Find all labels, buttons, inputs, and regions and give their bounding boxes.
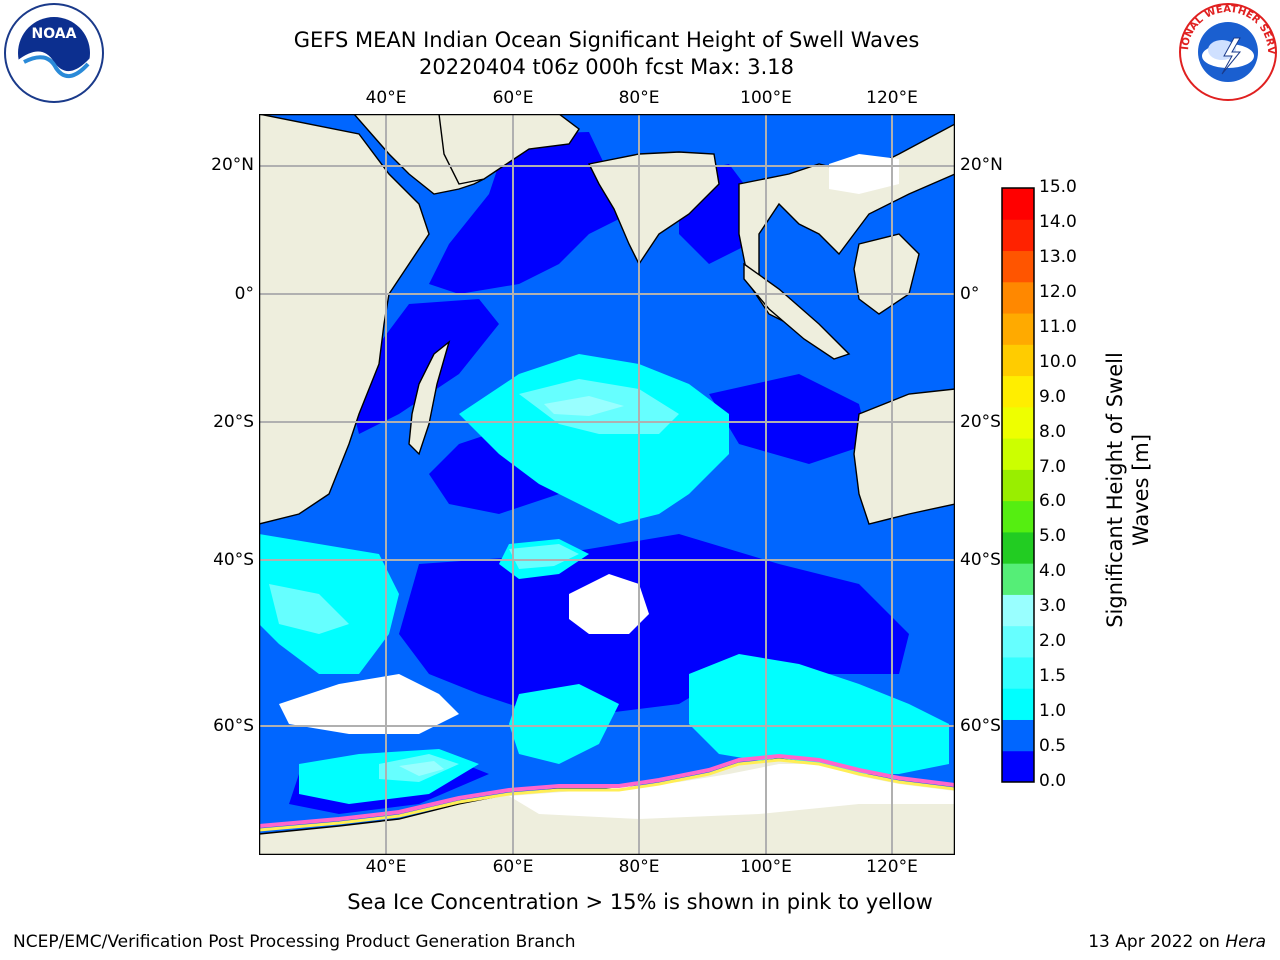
colorbar-tick-label: 1.5 xyxy=(1039,666,1067,687)
lon-label-top-60e: 60°E xyxy=(492,88,534,108)
colorbar-segment xyxy=(1002,719,1034,752)
colorbar-tick-label: 0.0 xyxy=(1039,771,1067,791)
colorbar-segment xyxy=(1002,469,1034,502)
lat-label-right-40s: 40°S xyxy=(960,550,1001,570)
colorbar-tick-label: 1.0 xyxy=(1039,701,1067,722)
chart-subtitle: 20220404 t06z 000h fcst Max: 3.18 xyxy=(419,55,794,79)
colorbar-tick-label: 8.0 xyxy=(1039,421,1067,442)
noaa-logo-text: NOAA xyxy=(32,26,77,42)
colorbar-label-line1: Significant Height of Swell xyxy=(1103,352,1127,628)
colorbar-segment xyxy=(1002,500,1034,533)
colorbar-segment xyxy=(1002,188,1034,220)
lon-label-bottom-40e: 40°E xyxy=(365,857,407,877)
credit-left: NCEP/EMC/Verification Post Processing Pr… xyxy=(13,932,576,952)
lon-label-top-120e: 120°E xyxy=(866,88,918,108)
lon-label-bottom-100e: 100°E xyxy=(740,857,792,877)
colorbar-segment xyxy=(1002,750,1034,783)
lon-label-top-40e: 40°E xyxy=(365,88,407,108)
colorbar-tick-label: 7.0 xyxy=(1039,456,1067,477)
colorbar-tick-label: 6.0 xyxy=(1039,491,1067,512)
colorbar-tick-label: 10.0 xyxy=(1039,351,1077,372)
swell-2.0-3.0-region xyxy=(399,396,624,776)
lon-label-bottom-120e: 120°E xyxy=(866,857,918,877)
colorbar-segment xyxy=(1002,281,1034,314)
lat-label-right-0: 0° xyxy=(960,284,980,304)
colorbar-segment xyxy=(1002,594,1034,627)
colorbar-segment xyxy=(1002,656,1034,689)
lon-label-top-100e: 100°E xyxy=(740,88,792,108)
map-panel xyxy=(259,114,955,855)
colorbar-segment xyxy=(1002,344,1034,377)
colorbar-segment xyxy=(1002,219,1034,252)
credit-host: Hera xyxy=(1225,932,1266,952)
lat-label-left-0: 0° xyxy=(234,284,254,304)
colorbar-tick-label: 15.0 xyxy=(1039,177,1077,197)
colorbar-frame xyxy=(1001,187,1035,783)
colorbar-segment xyxy=(1002,531,1034,564)
colorbar-tick-label: 0.5 xyxy=(1039,736,1067,757)
colorbar-tick-label: 9.0 xyxy=(1039,386,1067,407)
sea-ice-footnote: Sea Ice Concentration > 15% is shown in … xyxy=(347,890,933,914)
lat-label-left-20n: 20°N xyxy=(211,155,254,175)
lat-label-left-20s: 20°S xyxy=(213,412,254,432)
colorbar-tick-label: 11.0 xyxy=(1039,316,1077,337)
lon-label-bottom-60e: 60°E xyxy=(492,857,534,877)
colorbar-tick-label: 12.0 xyxy=(1039,281,1077,302)
colorbar xyxy=(1001,187,1035,783)
lon-label-top-80e: 80°E xyxy=(618,88,660,108)
lat-label-right-20n: 20°N xyxy=(960,155,1003,175)
lat-label-right-20s: 20°S xyxy=(960,412,1001,432)
colorbar-tick-label: 14.0 xyxy=(1039,211,1077,232)
colorbar-tick-label: 5.0 xyxy=(1039,526,1067,547)
lat-label-left-60s: 60°S xyxy=(213,716,254,736)
colorbar-segment xyxy=(1002,313,1034,345)
lat-label-left-40s: 40°S xyxy=(213,550,254,570)
credit-right: 13 Apr 2022 on Hera xyxy=(1088,932,1266,952)
credit-date: 13 Apr 2022 on xyxy=(1088,932,1226,952)
lon-label-bottom-80e: 80°E xyxy=(618,857,660,877)
colorbar-segment xyxy=(1002,625,1034,658)
colorbar-segment xyxy=(1002,563,1034,595)
colorbar-tick-label: 4.0 xyxy=(1039,561,1067,582)
noaa-logo: NOAA xyxy=(4,3,104,103)
colorbar-tick-label: 3.0 xyxy=(1039,596,1067,617)
colorbar-label: Significant Height of Swell Waves [m] xyxy=(1103,352,1153,628)
nws-logo: NATIONAL WEATHER SERVICE xyxy=(1176,2,1277,101)
lat-label-right-60s: 60°S xyxy=(960,716,1001,736)
map-frame xyxy=(259,114,955,855)
sea-ice-patches xyxy=(279,154,955,819)
map-gridlines xyxy=(259,114,955,855)
colorbar-segment xyxy=(1002,406,1034,439)
sea-ice-edge-pink xyxy=(259,753,955,828)
colorbar-segment xyxy=(1002,375,1034,408)
colorbar-tick-label: 13.0 xyxy=(1039,246,1077,267)
colorbar-segment xyxy=(1002,250,1034,283)
colorbar-label-line2: Waves [m] xyxy=(1129,434,1153,546)
sea-ice-edge-yellow xyxy=(259,758,955,832)
colorbar-segment xyxy=(1002,688,1034,720)
colorbar-segment xyxy=(1002,438,1034,470)
colorbar-tick-label: 2.0 xyxy=(1039,631,1067,652)
chart-title: GEFS MEAN Indian Ocean Significant Heigh… xyxy=(293,28,920,52)
